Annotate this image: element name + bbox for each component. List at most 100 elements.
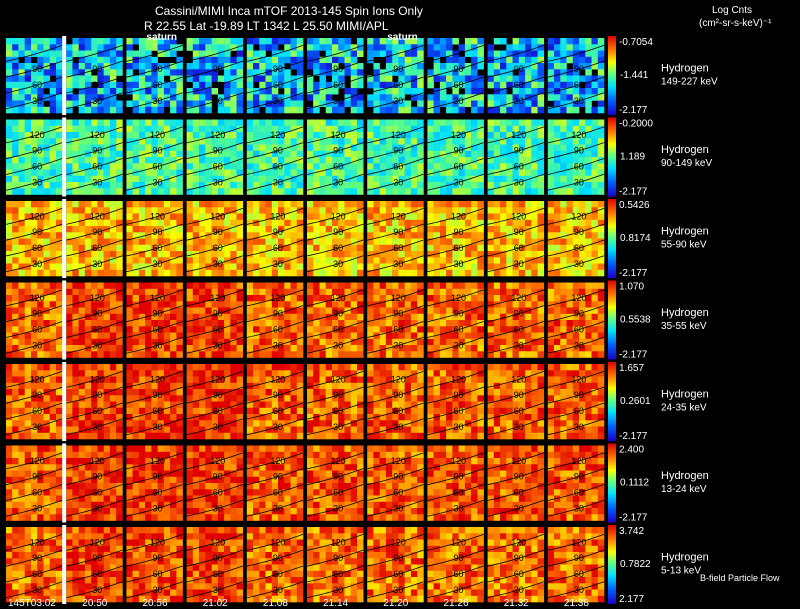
heatmap-cell [464, 100, 472, 107]
heatmap-cell [126, 389, 133, 396]
heatmap-cell [385, 338, 393, 346]
heatmap-cell [500, 94, 507, 101]
heatmap-cell [307, 163, 314, 170]
heatmap-cell [572, 38, 580, 45]
heatmap-cell [566, 351, 573, 358]
heatmap-cell [296, 301, 304, 308]
heatmap-cell [138, 226, 146, 233]
heatmap-cell [367, 307, 374, 314]
heatmap-cell [278, 269, 285, 277]
heatmap-cell [585, 238, 592, 245]
heatmap-cell [404, 238, 412, 245]
heatmap-cell [357, 201, 364, 208]
heatmap-cell [24, 407, 32, 415]
heatmap-cell [464, 295, 472, 302]
heatmap-cell [458, 63, 466, 70]
heatmap-cell [344, 125, 351, 133]
heatmap-cell [176, 169, 183, 176]
heatmap-cell [192, 313, 200, 321]
heatmap-cell [6, 182, 13, 189]
heatmap-cell [477, 150, 484, 158]
heatmap-cell [246, 169, 254, 176]
heatmap-cell [170, 295, 177, 302]
heatmap-cell [290, 332, 297, 339]
heatmap-cell [37, 244, 44, 252]
heatmap-cell [18, 144, 25, 151]
heatmap-cell [404, 282, 412, 289]
heatmap-cell [18, 376, 25, 383]
heatmap-cell [109, 56, 117, 64]
heatmap-cell [433, 119, 441, 126]
heatmap-cell [537, 326, 545, 333]
heatmap-cell [230, 226, 237, 233]
heatmap-cell [518, 244, 526, 252]
heatmap-cell [471, 207, 478, 214]
heatmap-cell [97, 125, 104, 133]
heatmap-cell [338, 119, 345, 126]
heatmap-cell [471, 63, 478, 70]
heatmap-cell [591, 75, 598, 82]
heatmap-cell [224, 150, 231, 158]
heatmap-cell [373, 69, 380, 76]
heatmap-cell [338, 232, 345, 239]
heatmap-cell [572, 326, 580, 333]
heatmap-cell [66, 81, 73, 89]
heatmap-cell [37, 326, 44, 333]
heatmap-cell [18, 407, 25, 415]
contour-line [66, 126, 123, 144]
heatmap-cell [296, 150, 304, 158]
heatmap-cell [537, 213, 545, 220]
heatmap-cell [91, 389, 98, 396]
heatmap-cell [554, 81, 561, 89]
heatmap-cell [477, 295, 484, 302]
heatmap-cell [417, 326, 424, 333]
heatmap-cell [37, 163, 44, 170]
heatmap-cell [379, 69, 387, 76]
heatmap-cell [296, 38, 304, 45]
heatmap-cell [525, 332, 532, 339]
heatmap-cell [464, 338, 472, 346]
heatmap-cell [18, 414, 25, 421]
heatmap-cell [398, 88, 405, 95]
heatmap-cell [325, 332, 333, 339]
heatmap-cell [332, 38, 339, 45]
heatmap-cell [458, 138, 466, 145]
heatmap-cell [566, 238, 573, 245]
heatmap-cell [579, 251, 586, 258]
heatmap-cell [230, 119, 237, 126]
heatmap-cell [56, 313, 63, 321]
heatmap-cell [477, 63, 484, 70]
heatmap-cell [433, 182, 441, 189]
heatmap-cell [236, 326, 244, 333]
heatmap-cell [138, 389, 146, 396]
heatmap-cell [518, 207, 526, 214]
heatmap-cell [37, 338, 44, 346]
heatmap-cell [500, 125, 507, 133]
heatmap-cell [410, 282, 418, 289]
heatmap-cell [506, 81, 513, 89]
heatmap-cell [151, 56, 158, 64]
heatmap-cell [157, 351, 165, 358]
contour-line [5, 371, 63, 388]
heatmap-cell [471, 38, 478, 45]
heatmap-cell [290, 238, 297, 245]
heatmap-cell [163, 38, 171, 45]
heatmap-cell [246, 138, 254, 145]
heatmap-cell [518, 295, 526, 302]
heatmap-cell [138, 432, 146, 440]
heatmap-cell [410, 88, 418, 95]
heatmap-cell [537, 313, 545, 321]
heatmap-cell [332, 69, 339, 76]
heatmap-cell [84, 94, 92, 101]
heatmap-cell [439, 345, 447, 352]
heatmap-cell [199, 81, 206, 89]
heatmap-cell [398, 75, 405, 82]
heatmap-cell [446, 63, 453, 70]
heatmap-cell [537, 94, 545, 101]
heatmap-cell [410, 201, 418, 208]
heatmap-cell [357, 144, 364, 151]
heatmap-cell [224, 232, 231, 239]
heatmap-cell [385, 94, 393, 101]
contour-line [547, 92, 605, 110]
